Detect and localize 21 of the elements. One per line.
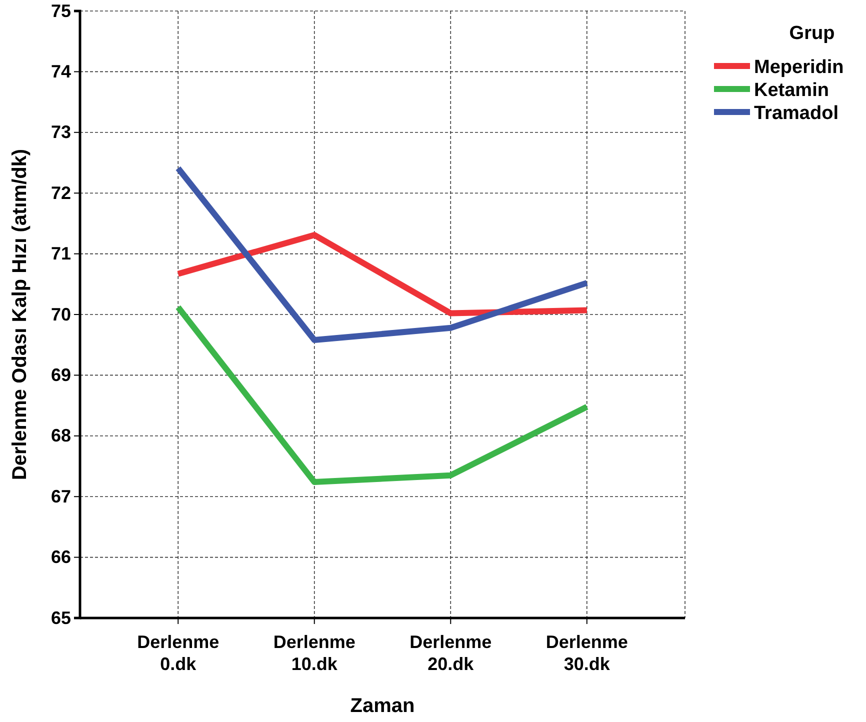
- x-tick-label: Derlenme 10.dk: [273, 632, 356, 674]
- y-tick-label: 68: [50, 426, 71, 446]
- y-tick-label: 69: [50, 364, 71, 385]
- y-tick-label: 66: [50, 547, 71, 568]
- y-axis-title: Derlenme Odası Kalp Hızı (atım/dk): [9, 148, 31, 480]
- x-tick-label: Derlenme 0.dk: [137, 632, 220, 674]
- y-tick-label: 67: [50, 486, 71, 506]
- x-tick-label: Derlenme 20.dk: [410, 632, 492, 674]
- x-axis-title: Zaman: [350, 695, 415, 717]
- y-tick-label: 71: [50, 244, 71, 264]
- legend-label: Meperidin: [754, 57, 844, 78]
- y-tick-label: 65: [50, 608, 71, 628]
- legend-label: Tramadol: [754, 103, 838, 124]
- y-tick-label: 72: [50, 182, 71, 203]
- x-tick-label: Derlenme 30.dk: [546, 632, 628, 674]
- legend-label: Ketamin: [754, 80, 829, 101]
- legend-title: Grup: [789, 23, 835, 44]
- y-tick-label: 73: [50, 122, 71, 142]
- y-tick-label: 75: [50, 0, 71, 21]
- y-tick-label: 74: [50, 61, 71, 82]
- y-tick-label: 70: [50, 304, 71, 324]
